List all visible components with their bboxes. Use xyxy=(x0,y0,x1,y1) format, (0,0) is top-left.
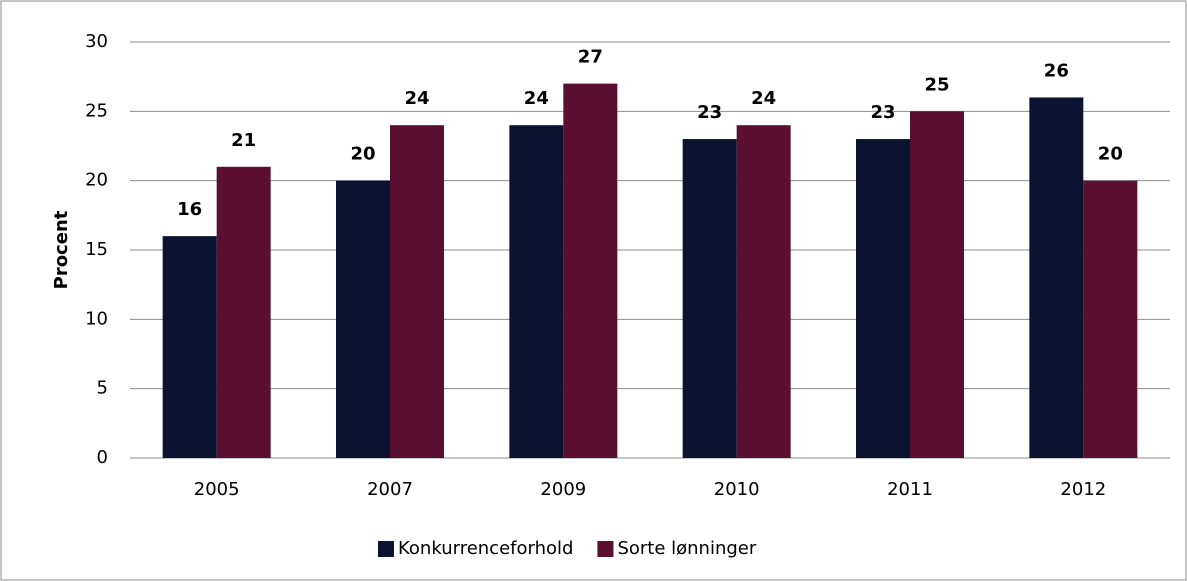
y-tick-label: 15 xyxy=(85,239,108,260)
y-tick-label: 10 xyxy=(85,308,108,329)
bar xyxy=(1083,180,1138,458)
bar xyxy=(856,139,910,459)
value-label: 27 xyxy=(578,47,603,68)
value-label: 24 xyxy=(524,88,549,109)
y-tick-label: 30 xyxy=(85,31,108,52)
value-label: 21 xyxy=(231,130,256,151)
legend-swatch xyxy=(597,541,614,557)
value-label: 23 xyxy=(697,102,722,123)
bar xyxy=(336,180,390,458)
value-label: 24 xyxy=(751,88,776,109)
x-tick-label: 2005 xyxy=(194,479,240,500)
value-label: 24 xyxy=(404,88,429,109)
bar xyxy=(682,139,737,459)
x-tick-label: 2011 xyxy=(887,479,933,500)
legend-label: Sorte lønninger xyxy=(617,538,756,559)
bar xyxy=(910,111,964,458)
bar xyxy=(736,125,791,458)
value-label: 20 xyxy=(1098,144,1123,165)
bar xyxy=(390,125,444,458)
y-tick-label: 5 xyxy=(97,378,108,399)
value-label: 20 xyxy=(350,144,375,165)
value-label: 16 xyxy=(177,199,202,220)
bar xyxy=(563,83,618,458)
y-tick-label: 0 xyxy=(97,447,108,468)
legend-label: Konkurrenceforhold xyxy=(398,538,573,559)
value-label: 23 xyxy=(870,102,895,123)
legend-swatch xyxy=(378,541,394,557)
x-tick-label: 2012 xyxy=(1060,479,1106,500)
bar xyxy=(509,125,564,458)
x-tick-label: 2009 xyxy=(540,479,586,500)
value-label: 25 xyxy=(924,74,949,95)
x-tick-label: 2010 xyxy=(714,479,760,500)
x-tick-label: 2007 xyxy=(367,479,413,500)
y-axis-label: Procent xyxy=(51,210,72,289)
value-label: 26 xyxy=(1044,60,1069,81)
y-tick-label: 25 xyxy=(85,100,108,121)
bar xyxy=(1029,97,1084,458)
bar xyxy=(216,166,271,459)
y-tick-label: 20 xyxy=(85,170,108,191)
bar xyxy=(162,236,217,458)
